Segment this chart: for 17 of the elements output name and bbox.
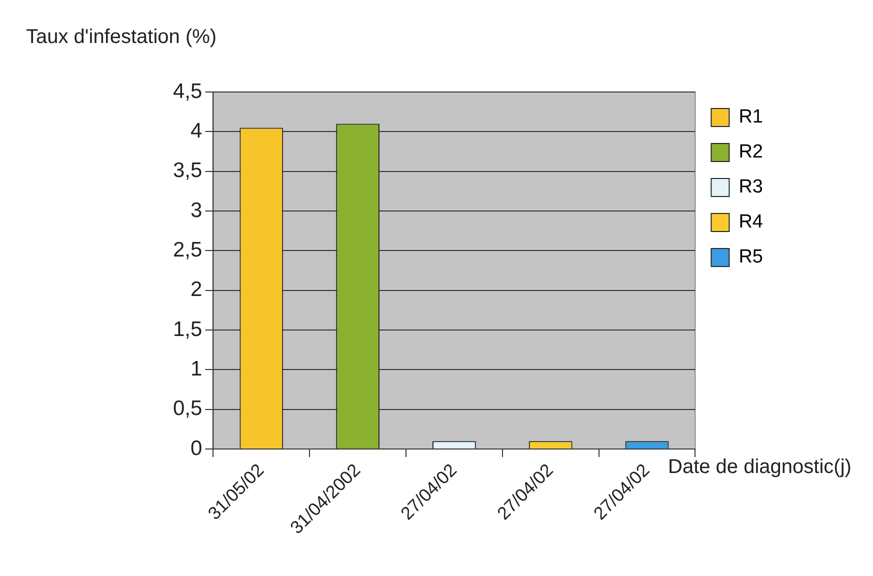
- legend-label: R5: [738, 246, 764, 268]
- y-tick-label: 3,5: [172, 159, 202, 182]
- y-axis-title: Taux d'infestation (%): [26, 26, 217, 49]
- legend-label: R2: [738, 142, 764, 163]
- legend-label: R3: [738, 176, 764, 198]
- y-tick-label: 1,5: [172, 318, 202, 341]
- legend-label: R1: [738, 106, 764, 128]
- y-tick-label: 4,5: [172, 80, 202, 103]
- y-tick-label: 0,5: [172, 397, 202, 420]
- y-tick-label: 3: [190, 198, 202, 222]
- y-tick-label: 2: [190, 278, 202, 302]
- x-axis-title: Date de diagnostic(j): [668, 456, 852, 479]
- y-tick-label: 2,5: [172, 238, 202, 262]
- y-tick-label: 4: [190, 119, 203, 142]
- y-tick-label: 1: [190, 357, 202, 380]
- y-tick-label: 0: [190, 436, 202, 460]
- legend-label: R4: [738, 212, 764, 233]
